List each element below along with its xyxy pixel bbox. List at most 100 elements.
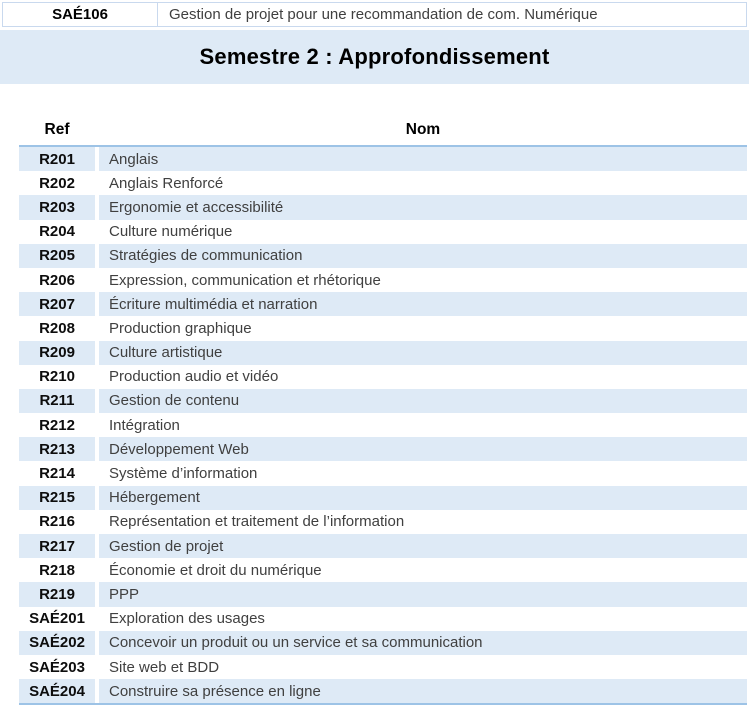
column-gap [95, 558, 99, 583]
row-name: Système d’information [99, 461, 747, 486]
table-header-row: Ref Nom [19, 115, 747, 147]
column-gap [95, 679, 99, 704]
table-row: R212 Intégration [19, 413, 747, 438]
row-name: Production graphique [99, 316, 747, 341]
row-ref: R213 [19, 437, 95, 462]
column-gap [95, 364, 99, 389]
column-gap [95, 195, 99, 220]
row-name: Site web et BDD [99, 654, 747, 680]
table-row: SAÉ201 Exploration des usages [19, 606, 747, 631]
row-ref: SAÉ204 [19, 679, 95, 704]
row-ref: R212 [19, 413, 95, 438]
row-name: Hébergement [99, 485, 747, 510]
row-ref: R218 [19, 558, 95, 583]
table-row: R207 Écriture multimédia et narration [19, 292, 747, 317]
column-gap [95, 171, 99, 196]
row-name: Anglais Renforcé [99, 171, 747, 196]
column-gap [95, 534, 99, 559]
table-row: R202 Anglais Renforcé [19, 171, 747, 196]
column-gap [95, 630, 99, 655]
row-name: Production audio et vidéo [99, 364, 747, 389]
row-ref: SAÉ201 [19, 606, 95, 631]
column-gap [95, 485, 99, 510]
course-ref-cell: SAÉ106 [3, 3, 158, 26]
row-name: Anglais [99, 147, 747, 172]
row-name: Concevoir un produit ou un service et sa… [99, 630, 747, 655]
column-gap [95, 413, 99, 438]
table-body: R201 Anglais R202 Anglais Renforcé R203 … [19, 147, 747, 706]
row-name: Économie et droit du numérique [99, 558, 747, 583]
row-name: Stratégies de communication [99, 243, 747, 268]
column-gap [95, 147, 99, 172]
table-row: SAÉ203 Site web et BDD [19, 654, 747, 680]
modules-table: Ref Nom R201 Anglais R202 Anglais Renfor… [19, 115, 747, 706]
row-ref: R202 [19, 171, 95, 196]
row-ref: R209 [19, 340, 95, 365]
column-gap [95, 509, 99, 534]
row-ref: R204 [19, 219, 95, 244]
table-row: R217 Gestion de projet [19, 534, 747, 559]
column-gap [95, 267, 99, 293]
column-header-nom: Nom [405, 121, 441, 138]
column-gap [95, 219, 99, 244]
table-row: R218 Économie et droit du numérique [19, 558, 747, 583]
row-ref: R203 [19, 195, 95, 220]
row-ref: R211 [19, 388, 95, 414]
row-ref: R219 [19, 582, 95, 607]
table-row: R206 Expression, communication et rhétor… [19, 267, 747, 293]
column-gap [95, 243, 99, 268]
section-banner: Semestre 2 : Approfondissement [0, 30, 749, 84]
section-title: Semestre 2 : Approfondissement [199, 44, 550, 69]
row-name: Gestion de projet [99, 534, 747, 559]
table-row: R219 PPP [19, 582, 747, 607]
row-ref: SAÉ202 [19, 630, 95, 655]
table-row: R216 Représentation et traitement de l’i… [19, 509, 747, 534]
table-row: R210 Production audio et vidéo [19, 364, 747, 389]
row-name: Intégration [99, 413, 747, 438]
row-name: Écriture multimédia et narration [99, 292, 747, 317]
table-row: R203 Ergonomie et accessibilité [19, 195, 747, 220]
column-gap [95, 437, 99, 462]
row-name: Représentation et traitement de l’inform… [99, 509, 747, 534]
row-ref: R215 [19, 485, 95, 510]
row-ref: R214 [19, 461, 95, 486]
row-name: Culture artistique [99, 340, 747, 365]
column-gap [95, 461, 99, 486]
row-ref: R216 [19, 509, 95, 534]
row-name: Exploration des usages [99, 606, 747, 631]
table-row: R213 Développement Web [19, 437, 747, 462]
course-title-cell: Gestion de projet pour une recommandatio… [169, 6, 598, 23]
table-row: SAÉ204 Construire sa présence en ligne [19, 679, 747, 704]
table-row: R208 Production graphique [19, 316, 747, 341]
table-row: R204 Culture numérique [19, 219, 747, 244]
row-name: Construire sa présence en ligne [99, 679, 747, 704]
row-ref: R206 [19, 267, 95, 293]
table-row: R211 Gestion de contenu [19, 388, 747, 414]
column-gap [95, 292, 99, 317]
row-ref: SAÉ203 [19, 654, 95, 680]
table-row: R201 Anglais [19, 147, 747, 172]
column-gap [95, 340, 99, 365]
column-gap [95, 606, 99, 631]
table-row: R209 Culture artistique [19, 340, 747, 365]
row-name: Culture numérique [99, 219, 747, 244]
table-row: R215 Hébergement [19, 485, 747, 510]
row-name: Développement Web [99, 437, 747, 462]
row-ref: R205 [19, 243, 95, 268]
table-row: SAÉ202 Concevoir un produit ou un servic… [19, 630, 747, 655]
column-gap [95, 316, 99, 341]
table-row: R205 Stratégies de communication [19, 243, 747, 268]
column-header-ref: Ref [44, 121, 70, 138]
row-ref: R201 [19, 147, 95, 172]
row-name: Expression, communication et rhétorique [99, 267, 747, 293]
table-row: R214 Système d’information [19, 461, 747, 486]
column-gap [95, 654, 99, 680]
column-gap [95, 388, 99, 414]
row-ref: R217 [19, 534, 95, 559]
row-name: PPP [99, 582, 747, 607]
column-gap [95, 582, 99, 607]
row-name: Ergonomie et accessibilité [99, 195, 747, 220]
course-header-row: SAÉ106 Gestion de projet pour une recomm… [2, 2, 747, 27]
row-ref: R210 [19, 364, 95, 389]
